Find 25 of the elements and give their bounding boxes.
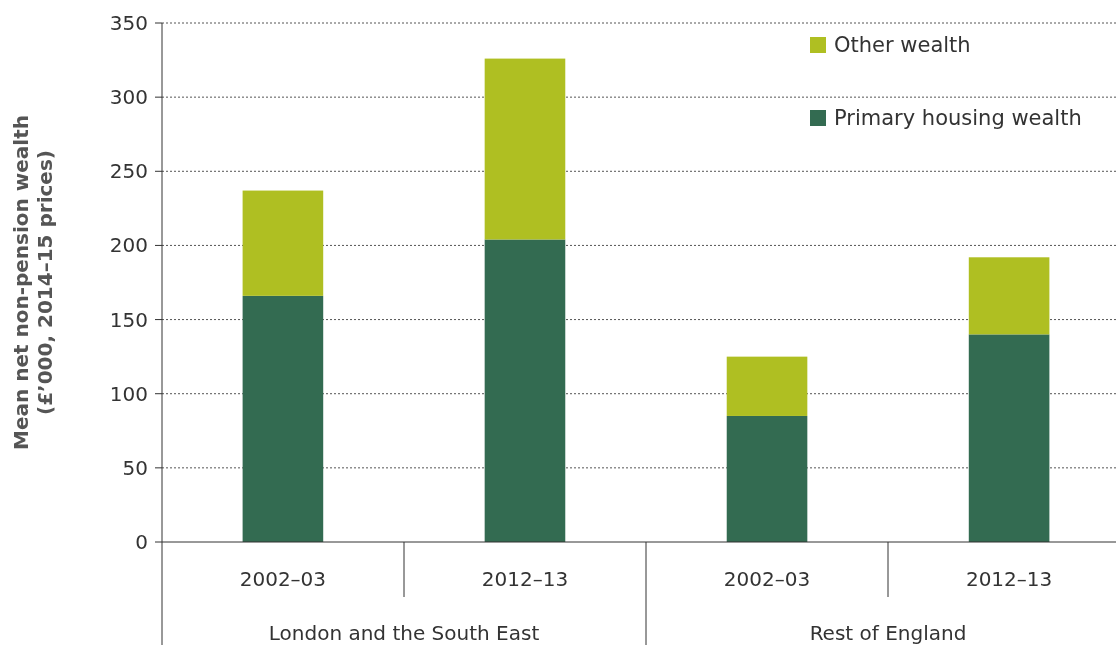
y-tick-label: 200 xyxy=(109,233,148,258)
x-tick-label: 2012–13 xyxy=(481,567,569,591)
legend-label: Other wealth xyxy=(834,33,971,58)
y-tick-label: 250 xyxy=(109,159,148,184)
y-tick-label: 50 xyxy=(122,455,148,480)
y-axis-title: Mean net non-pension wealth (£’000, 2014–15 prices) xyxy=(9,114,57,451)
bar xyxy=(484,239,566,542)
bar xyxy=(242,190,324,296)
bar xyxy=(968,334,1050,542)
x-tick-label: 2002–03 xyxy=(723,567,811,591)
bar xyxy=(726,356,808,416)
bar xyxy=(484,58,566,240)
bar xyxy=(968,257,1050,335)
x-tick-label: 2012–13 xyxy=(965,567,1053,591)
y-tick-label: 150 xyxy=(109,307,148,332)
text: Rest of England xyxy=(809,621,967,645)
y-tick-label: 300 xyxy=(109,85,148,110)
x-tick-label: 2002–03 xyxy=(239,567,327,591)
y-tick-label: 0 xyxy=(135,530,148,554)
bar xyxy=(726,415,808,542)
legend-label: Primary housing wealth xyxy=(834,106,1082,131)
text: London and the South East xyxy=(268,621,540,645)
y-tick-label: 100 xyxy=(109,381,148,406)
bar xyxy=(242,295,324,542)
y-tick-label: 350 xyxy=(109,11,148,35)
